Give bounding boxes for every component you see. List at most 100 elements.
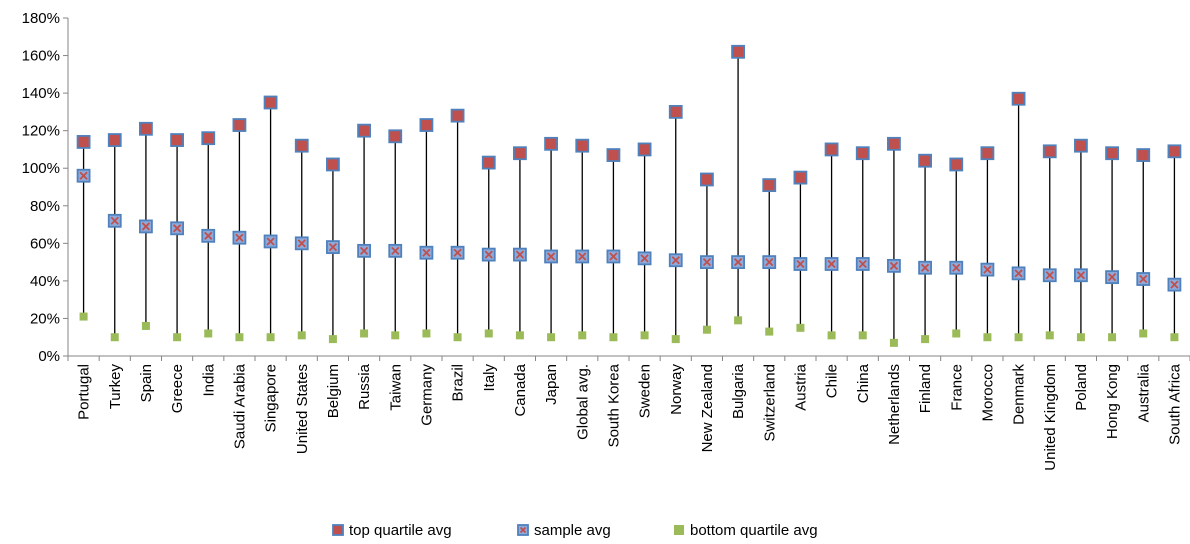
sample-avg-point bbox=[762, 255, 777, 270]
sample-avg-point-cross-b bbox=[671, 256, 680, 265]
x-tick-label: Italy bbox=[481, 364, 498, 392]
y-tick-label: 40% bbox=[30, 273, 60, 290]
top-quartile-point-box bbox=[357, 123, 371, 138]
bottom-quartile-point bbox=[1108, 333, 1117, 342]
sample-avg-point-cross-b bbox=[796, 259, 805, 269]
top-quartile-point-box bbox=[232, 118, 247, 132]
y-tick-label: 60% bbox=[30, 235, 60, 252]
sample-avg-point bbox=[388, 243, 403, 258]
top-quartile-point-box bbox=[107, 133, 122, 147]
legend-label: sample avg bbox=[534, 522, 611, 539]
top-quartile-point bbox=[388, 129, 403, 144]
x-tick-label: Austria bbox=[792, 363, 809, 410]
top-quartile-point-box bbox=[887, 136, 901, 151]
x-tick-label: Belgium bbox=[325, 364, 342, 418]
legend-marker-sample bbox=[517, 524, 529, 536]
top-quartile-point-box bbox=[575, 138, 590, 153]
sample-avg-point bbox=[887, 258, 901, 273]
x-tick-label: Hong Kong bbox=[1104, 364, 1121, 439]
legend-marker-top-box bbox=[332, 524, 344, 536]
x-tick-label: United Kingdom bbox=[1042, 364, 1059, 471]
x-tick-label: New Zealand bbox=[699, 364, 716, 452]
sample-avg-point bbox=[824, 257, 839, 271]
sample-avg-point-cross-b bbox=[204, 231, 213, 240]
legend-label: top quartile avg bbox=[349, 522, 452, 539]
top-quartile-point-box bbox=[139, 121, 153, 136]
x-tick-label: Japan bbox=[543, 364, 560, 405]
top-quartile-point-box bbox=[450, 108, 465, 123]
x-tick-label: Australia bbox=[1135, 363, 1152, 422]
sample-avg-point bbox=[668, 253, 683, 268]
sample-avg-point bbox=[918, 260, 932, 275]
y-tick-label: 0% bbox=[38, 348, 60, 365]
top-quartile-point-box bbox=[637, 142, 652, 157]
sample-avg-point-cross-b bbox=[1045, 271, 1054, 280]
markers bbox=[76, 44, 1182, 347]
sample-avg-point-cross-b bbox=[391, 246, 400, 255]
legend: top quartile avg sample avg bottom quartil… bbox=[332, 522, 818, 539]
sample-avg-point-cross-b bbox=[640, 254, 649, 263]
sample-avg-point-cross-b bbox=[110, 216, 119, 225]
sample-avg-point bbox=[544, 249, 558, 264]
top-quartile-point bbox=[824, 142, 839, 157]
x-tick-label: Russia bbox=[356, 363, 373, 410]
bottom-quartile-point bbox=[110, 333, 119, 342]
top-quartile-point bbox=[76, 135, 91, 149]
legend-marker-top bbox=[332, 524, 344, 536]
x-tick-label: Turkey bbox=[107, 364, 124, 410]
top-quartile-point bbox=[855, 146, 870, 161]
x-tick-label: Singapore bbox=[263, 364, 280, 432]
bottom-quartile-point bbox=[141, 321, 150, 330]
top-quartile-point bbox=[887, 136, 901, 151]
sample-avg-point-cross-b bbox=[1076, 271, 1086, 280]
sample-avg-point-cross-b bbox=[952, 263, 961, 272]
top-quartile-point-box bbox=[1042, 144, 1057, 159]
top-quartile-point-box bbox=[949, 157, 964, 172]
top-quartile-point bbox=[326, 157, 340, 172]
bottom-quartile-point bbox=[858, 331, 867, 340]
bottom-quartile-point bbox=[1170, 333, 1179, 342]
sample-avg-point bbox=[1011, 266, 1026, 281]
top-quartile-point bbox=[107, 133, 122, 147]
x-tick-label: Bulgaria bbox=[730, 363, 747, 419]
top-quartile-point-box bbox=[388, 129, 403, 144]
y-tick-label: 120% bbox=[22, 123, 60, 140]
legend-marker-bottom bbox=[674, 525, 684, 535]
y-tick-label: 140% bbox=[22, 85, 60, 102]
sample-avg-point-cross-b bbox=[858, 259, 867, 269]
sample-avg-point-cross-b bbox=[1107, 272, 1117, 282]
bottom-quartile-point bbox=[702, 325, 711, 334]
bottom-quartile-point bbox=[1139, 329, 1148, 338]
sample-avg-point-cross-b bbox=[889, 261, 899, 271]
top-quartile-point-box bbox=[980, 146, 995, 161]
sample-avg-point bbox=[170, 221, 184, 236]
sample-avg-point bbox=[513, 247, 527, 262]
sample-avg-point bbox=[1042, 268, 1057, 283]
sample-avg-point-cross-b bbox=[765, 257, 774, 267]
x-tick-label: Denmark bbox=[1011, 364, 1028, 425]
sample-avg-point-cross-b bbox=[578, 252, 587, 261]
sample-avg-point-cross-b bbox=[328, 242, 338, 252]
sample-avg-point bbox=[76, 168, 91, 183]
top-quartile-point bbox=[201, 131, 216, 146]
sample-avg-point bbox=[232, 230, 247, 245]
x-tick-label: Netherlands bbox=[886, 364, 903, 445]
bottom-quartile-point bbox=[1076, 333, 1085, 342]
sample-avg-point bbox=[107, 213, 122, 228]
sample-avg-point-cross-b bbox=[359, 246, 369, 255]
sample-avg-point bbox=[949, 260, 964, 275]
top-quartile-point bbox=[1042, 144, 1057, 159]
sample-avg-point bbox=[1074, 268, 1088, 283]
bottom-quartile-point bbox=[889, 338, 898, 347]
sample-avg-point bbox=[294, 236, 309, 251]
x-tick-label: Sweden bbox=[637, 364, 654, 418]
x-tick-label: Finland bbox=[917, 364, 934, 413]
top-quartile-point-box bbox=[668, 104, 683, 119]
sample-avg-point-cross-b bbox=[983, 265, 992, 274]
bottom-quartile-point bbox=[578, 331, 587, 340]
sample-avg-point bbox=[700, 255, 714, 270]
top-quartile-point-box bbox=[1167, 144, 1182, 159]
sample-avg-point bbox=[357, 243, 371, 258]
sample-avg-point-cross-b bbox=[422, 248, 431, 257]
top-quartile-point bbox=[450, 108, 465, 123]
